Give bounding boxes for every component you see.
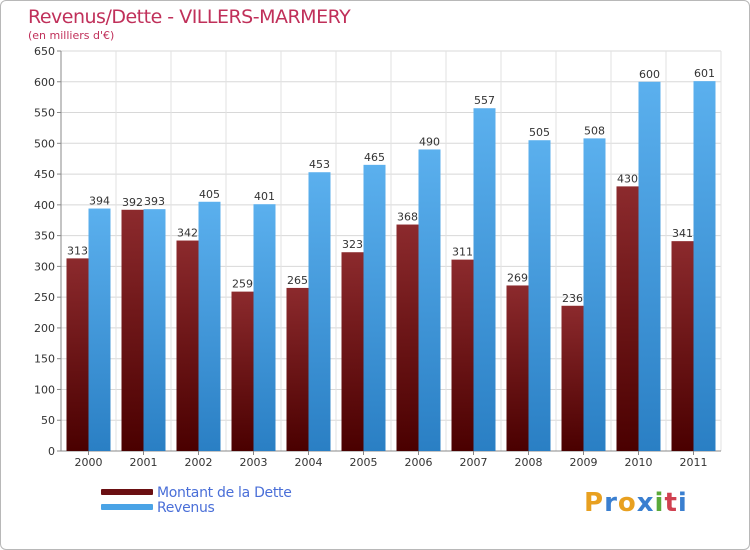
- x-tick-label: 2000: [75, 456, 103, 469]
- data-label: 465: [364, 151, 385, 164]
- logo-letter: t: [664, 488, 678, 518]
- x-tick-label: 2010: [625, 456, 653, 469]
- x-tick-label: 2001: [130, 456, 158, 469]
- data-label: 600: [639, 68, 660, 81]
- bar-dette: [561, 305, 584, 451]
- data-label: 368: [397, 211, 418, 224]
- y-tick-label: 650: [34, 45, 55, 58]
- x-tick-label: 2007: [460, 456, 488, 469]
- logo-letter: i: [677, 488, 688, 518]
- bar-revenus: [308, 172, 331, 451]
- data-label: 323: [342, 238, 363, 251]
- data-label: 508: [584, 124, 605, 137]
- x-tick-label: 2002: [185, 456, 213, 469]
- data-labels: 313 392 342 259 265 323 368 311 269 236 430 341 394 3…: [67, 67, 715, 305]
- data-label: 430: [617, 172, 638, 185]
- proxiti-logo: Proxiti: [584, 488, 688, 518]
- y-tick-label: 600: [34, 76, 55, 89]
- bar-dette: [616, 186, 639, 451]
- logo-letter: P: [584, 488, 605, 518]
- data-label: 601: [694, 67, 715, 80]
- data-label: 265: [287, 274, 308, 287]
- bar-dette: [121, 209, 144, 451]
- bar-dette: [671, 241, 694, 451]
- y-tick-label: 400: [34, 199, 55, 212]
- data-label: 313: [67, 244, 88, 257]
- x-tick-label: 2004: [295, 456, 323, 469]
- legend-swatch-revenus: [101, 504, 153, 510]
- chart-subtitle: (en milliers d'€): [28, 29, 115, 42]
- y-tick-label: 350: [34, 230, 55, 243]
- bar-revenus: [143, 209, 166, 451]
- data-label: 342: [177, 227, 198, 240]
- logo-letter: o: [617, 488, 637, 518]
- data-label: 236: [562, 292, 583, 305]
- bar-dette: [396, 224, 419, 451]
- x-tick-label: 2008: [515, 456, 543, 469]
- bar-dette: [286, 287, 309, 451]
- data-label: 453: [309, 158, 330, 171]
- data-label: 392: [122, 196, 143, 209]
- y-tick-label: 550: [34, 107, 55, 120]
- data-label: 401: [254, 190, 275, 203]
- bars: [66, 81, 716, 452]
- data-label: 393: [144, 195, 165, 208]
- chart-title: Revenus/Dette - VILLERS-MARMERY: [28, 6, 351, 28]
- y-tick-label: 300: [34, 260, 55, 273]
- bar-dette: [66, 258, 89, 451]
- y-tick-label: 500: [34, 137, 55, 150]
- y-tick-label: 450: [34, 168, 55, 181]
- data-label: 259: [232, 278, 253, 291]
- legend-swatch-debt: [101, 489, 153, 495]
- data-label: 269: [507, 271, 528, 284]
- axes: 0 50 100 150 200 250 300 350 400 450 500 550 600 650 2…: [34, 45, 721, 469]
- y-tick-label: 150: [34, 353, 55, 366]
- y-tick-label: 100: [34, 383, 55, 396]
- x-tick-label: 2009: [570, 456, 598, 469]
- data-label: 394: [89, 195, 110, 208]
- bar-revenus: [583, 138, 606, 451]
- data-label: 311: [452, 246, 473, 259]
- bar-revenus: [253, 204, 276, 451]
- y-tick-label: 200: [34, 322, 55, 335]
- bar-dette: [506, 285, 529, 451]
- y-tick-label: 50: [41, 414, 55, 427]
- bar-revenus: [363, 164, 386, 451]
- bar-dette: [176, 240, 199, 451]
- x-tick-label: 2005: [350, 456, 378, 469]
- bar-revenus: [418, 149, 441, 451]
- logo-letter: i: [654, 488, 665, 518]
- bar-dette: [341, 252, 364, 451]
- logo-letter: x: [636, 488, 655, 518]
- bar-dette: [231, 291, 254, 451]
- bar-revenus: [198, 201, 221, 451]
- bar-dette: [451, 259, 474, 451]
- legend-label-debt: Montant de la Dette: [157, 485, 292, 501]
- data-label: 341: [672, 227, 693, 240]
- data-label: 405: [199, 188, 220, 201]
- x-tick-label: 2003: [240, 456, 268, 469]
- y-tick-label: 250: [34, 291, 55, 304]
- x-tick-label: 2011: [680, 456, 708, 469]
- data-label: 505: [529, 126, 550, 139]
- x-tick-label: 2006: [405, 456, 433, 469]
- y-tick-label: 0: [48, 445, 55, 458]
- logo-letter: r: [604, 488, 618, 518]
- bar-revenus: [638, 81, 661, 452]
- data-label: 557: [474, 94, 495, 107]
- data-label: 490: [419, 135, 440, 148]
- bar-revenus: [473, 108, 496, 451]
- bar-revenus: [528, 140, 551, 451]
- legend-label-revenus: Revenus: [157, 500, 215, 516]
- bar-revenus: [693, 81, 716, 452]
- bar-revenus: [88, 208, 111, 451]
